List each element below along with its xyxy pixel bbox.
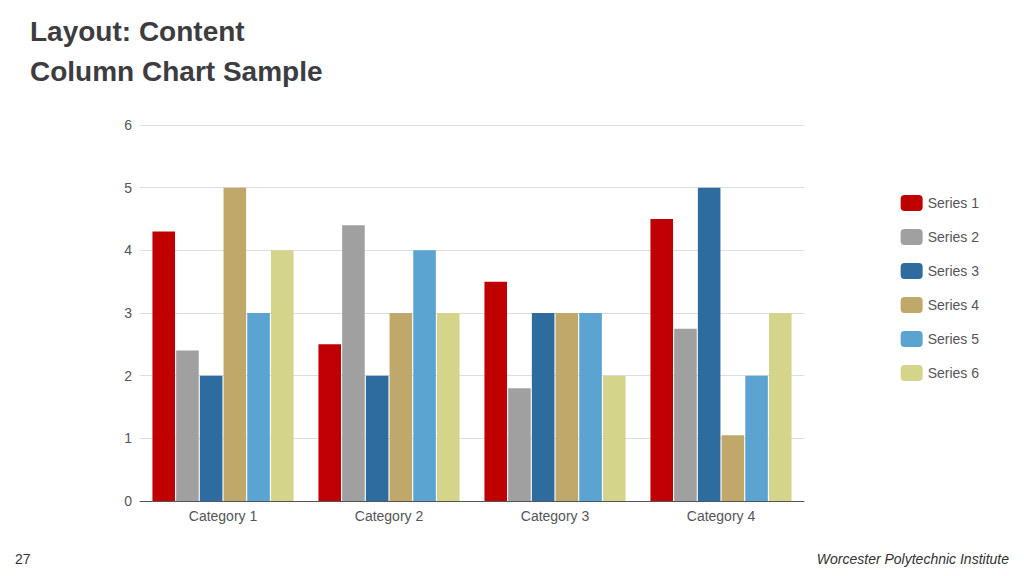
svg-text:Layout: Content: Layout: Content <box>30 16 245 47</box>
svg-text:Series 4: Series 4 <box>928 297 980 313</box>
svg-text:0: 0 <box>124 493 132 509</box>
svg-text:6: 6 <box>124 117 132 133</box>
svg-text:4: 4 <box>124 242 132 258</box>
svg-text:Category 1: Category 1 <box>189 508 258 524</box>
svg-text:Category 2: Category 2 <box>355 508 424 524</box>
svg-text:Category 4: Category 4 <box>687 508 756 524</box>
svg-text:Category 3: Category 3 <box>521 508 590 524</box>
svg-text:Series 5: Series 5 <box>928 331 980 347</box>
svg-text:Column Chart Sample: Column Chart Sample <box>30 56 322 87</box>
svg-text:Series 3: Series 3 <box>928 263 980 279</box>
svg-text:27: 27 <box>15 551 31 567</box>
svg-text:2: 2 <box>124 368 132 384</box>
svg-text:5: 5 <box>124 180 132 196</box>
svg-text:1: 1 <box>124 430 132 446</box>
svg-text:Series 1: Series 1 <box>928 195 980 211</box>
svg-text:Series 2: Series 2 <box>928 229 980 245</box>
svg-text:Worcester Polytechnic Institut: Worcester Polytechnic Institute <box>817 551 1009 567</box>
svg-text:3: 3 <box>124 305 132 321</box>
svg-text:Series 6: Series 6 <box>928 365 980 381</box>
